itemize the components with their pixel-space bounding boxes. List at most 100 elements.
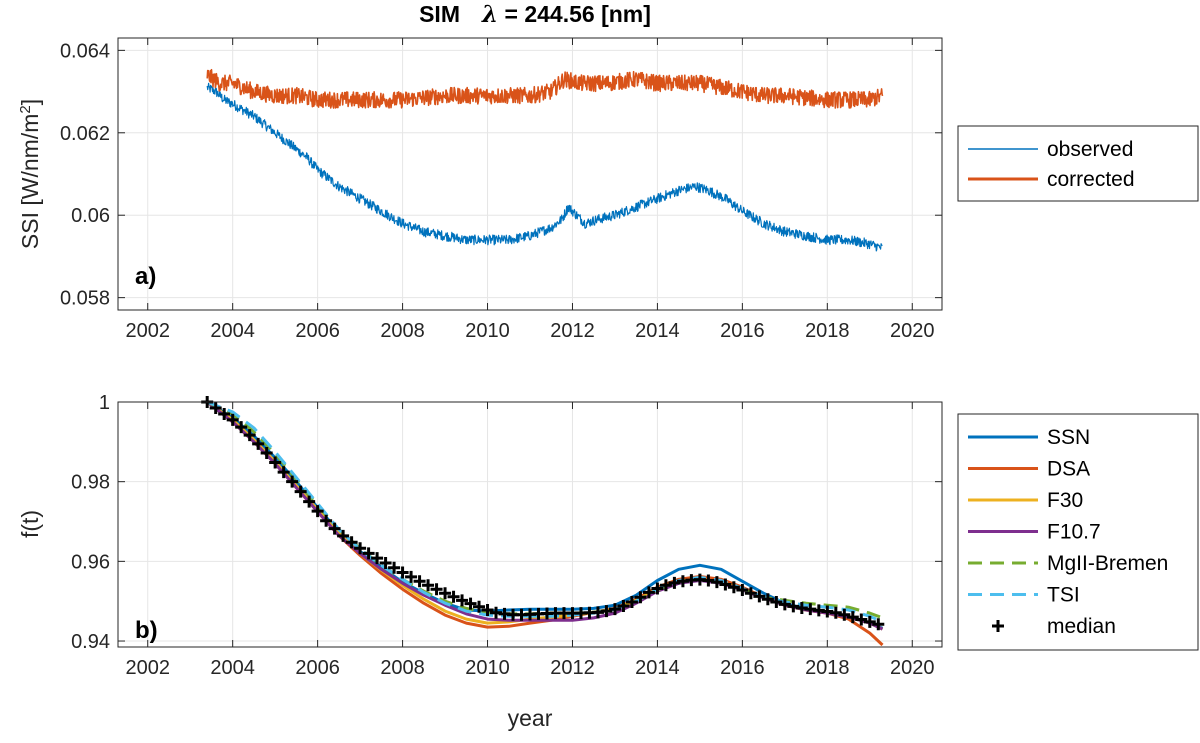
- series-median-point: [761, 593, 774, 606]
- series-median-point: [345, 536, 358, 549]
- series-median-point: [269, 456, 282, 469]
- series-median-point: [668, 576, 681, 589]
- panel-a-label: a): [135, 263, 156, 290]
- panel-b: 2002 2004 2006 2008 2010 2012 2014 2016 2018 2020…: [17, 392, 1199, 731]
- series-median-point: [456, 594, 469, 607]
- x-tick-label: 2020: [890, 320, 935, 342]
- series-median-point: [303, 495, 316, 508]
- x-tick-label: 2006: [295, 320, 340, 342]
- series-median-point: [252, 437, 265, 450]
- x-tick-label: 2016: [720, 320, 765, 342]
- x-tick-label: 2002: [125, 657, 170, 679]
- series-median-point: [778, 598, 791, 611]
- series-median-point: [337, 529, 350, 542]
- legend-f30-label: F30: [1047, 489, 1083, 512]
- series-median-point: [286, 475, 299, 488]
- series-median-point: [218, 407, 231, 420]
- x-tick-label: 2002: [125, 320, 170, 342]
- series-median-point: [260, 446, 273, 459]
- series-median-point: [651, 582, 664, 595]
- x-tick-label: 2014: [635, 320, 680, 342]
- series-median-point: [328, 522, 341, 535]
- series-corrected-line: [206, 68, 884, 109]
- series-median-point: [235, 421, 248, 434]
- legend-box: [957, 125, 1199, 202]
- series-median-point: [753, 590, 766, 603]
- title-rest: = 244.56 [nm]: [498, 1, 651, 27]
- series-median-point: [608, 603, 621, 616]
- panel-a-plot-area: [118, 38, 942, 310]
- series-observed-line: [206, 82, 883, 252]
- x-tick-label: 2014: [635, 657, 680, 679]
- x-tick-label: 2018: [805, 657, 850, 679]
- series-median-point: [379, 556, 392, 569]
- series-median-point: [209, 401, 222, 414]
- series-median-point: [838, 608, 851, 621]
- series-median-point: [430, 583, 443, 596]
- series-median-point: [320, 514, 333, 527]
- series-median-point: [413, 575, 426, 588]
- legend-median-marker: [992, 620, 1004, 632]
- series-median-point: [473, 600, 486, 613]
- series-median-point: [311, 505, 324, 518]
- series-median-point: [634, 591, 647, 604]
- chart-title: SIM λ = 244.56 [nm]: [419, 1, 651, 28]
- x-tick-label: 2020: [890, 657, 935, 679]
- x-tick-label: 2010: [465, 657, 510, 679]
- panel-b-ylabel: f(t): [17, 510, 43, 538]
- series-median-point: [863, 615, 876, 628]
- series-median-point: [294, 485, 307, 498]
- series-median-point: [625, 595, 638, 608]
- series-median-point: [727, 581, 740, 594]
- series-median-point: [362, 547, 375, 560]
- y-tick-label: 0.98: [71, 472, 110, 494]
- series-median-point: [600, 605, 613, 618]
- y-tick-label: 0.064: [60, 40, 110, 62]
- panel-b-legend: SSN DSA F30 F10.7 MgII-Bremen TSI median: [957, 413, 1199, 651]
- ylabel-end: ]: [17, 99, 43, 105]
- series-median-point: [447, 590, 460, 603]
- series-median-point: [787, 600, 800, 613]
- ylabel-sup: 2: [17, 105, 34, 113]
- y-tick-label: 0.94: [71, 631, 110, 653]
- x-tick-label: 2004: [210, 657, 255, 679]
- panel-a-ylabel: SSI [W/nm/m2]: [17, 99, 44, 249]
- panel-b-label: b): [135, 617, 158, 644]
- legend-ssn-label: SSN: [1047, 426, 1090, 449]
- title-symbol: λ: [481, 1, 498, 28]
- series-median-point: [396, 566, 409, 579]
- series-median-point: [354, 542, 367, 555]
- panel-a-series: [206, 68, 884, 252]
- x-tick-label: 2012: [550, 657, 595, 679]
- panel-b-series: [201, 396, 885, 647]
- series-median-point: [855, 613, 868, 626]
- series-median-point: [243, 429, 256, 442]
- x-tick-label: 2018: [805, 320, 850, 342]
- x-tick-label: 2008: [380, 657, 425, 679]
- x-tick-label: 2004: [210, 320, 255, 342]
- ylabel-main: SSI [W/nm/m: [17, 114, 43, 249]
- series-median-point: [719, 578, 732, 591]
- x-tick-label: 2016: [720, 657, 765, 679]
- series-median-point: [642, 586, 655, 599]
- x-tick-label: 2010: [465, 320, 510, 342]
- panel-b-xlabel: year: [508, 705, 553, 731]
- series-median-point: [422, 579, 435, 592]
- y-tick-label: 1: [99, 392, 110, 414]
- y-tick-label: 0.96: [71, 551, 110, 573]
- y-tick-label: 0.062: [60, 123, 110, 145]
- series-median-point: [659, 579, 672, 592]
- panel-b-ticks: 2002 2004 2006 2008 2010 2012 2014 2016 2018 2020…: [71, 392, 942, 679]
- series-median-point: [617, 599, 630, 612]
- panel-a: 2002 2004 2006 2008 2010 2012 2014 2016 2018 2020…: [17, 37, 1199, 342]
- series-median-point: [702, 574, 715, 587]
- series-median-point: [405, 570, 418, 583]
- x-tick-label: 2008: [380, 320, 425, 342]
- series-median-point: [829, 606, 842, 619]
- series-median-point: [388, 561, 401, 574]
- panel-a-ticks: 2002 2004 2006 2008 2010 2012 2014 2016 2018 2020…: [60, 38, 942, 342]
- x-tick-label: 2006: [295, 657, 340, 679]
- series-median-point: [481, 603, 494, 616]
